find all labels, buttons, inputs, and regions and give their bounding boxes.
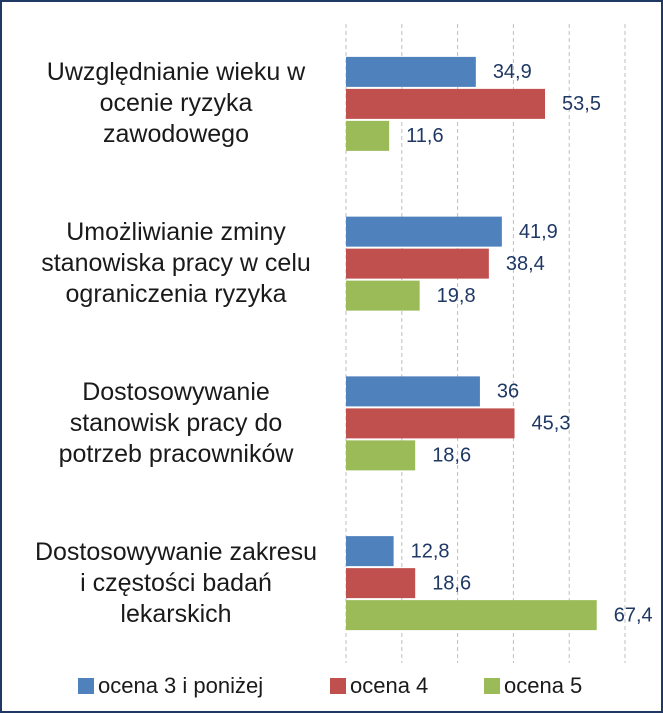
value-label: 18,6 [432,445,471,467]
bar [346,408,515,439]
category-label: Dostosowywanie stanowisk pracy do potrze… [58,377,294,468]
value-label: 19,8 [437,285,476,307]
bar [346,536,394,567]
value-label: 41,9 [519,221,558,243]
legend-swatch [484,678,500,694]
bar [346,376,480,407]
value-label: 12,8 [411,540,450,562]
bar [346,216,502,247]
category-label: Umożliwianie zminy stanowiska pracy w ce… [41,218,311,309]
value-label: 45,3 [532,413,571,435]
value-label: 11,6 [406,125,443,147]
bar [346,248,489,279]
bar [346,56,476,87]
category-label: Dostosowywanie zakresu i częstości badań… [34,537,318,628]
value-label: 53,5 [562,93,601,115]
bar [346,568,416,599]
value-label: 18,6 [432,572,471,594]
value-label: 34,9 [493,61,532,83]
bar [346,600,597,631]
bar [346,120,390,151]
bar [346,440,416,471]
value-label: 36 [497,381,519,403]
legend-label: ocena 5 [504,673,582,698]
category-label: Uwzględnianie wieku w ocenie ryzyka zawo… [46,58,306,149]
legend-swatch [78,678,94,694]
bar [346,88,546,119]
value-label: 38,4 [506,253,545,275]
value-label: 67,4 [614,604,653,626]
legend-swatch [330,678,346,694]
legend-label: ocena 3 i poniżej [98,673,263,698]
bar [346,280,420,311]
legend-label: ocena 4 [350,673,428,698]
